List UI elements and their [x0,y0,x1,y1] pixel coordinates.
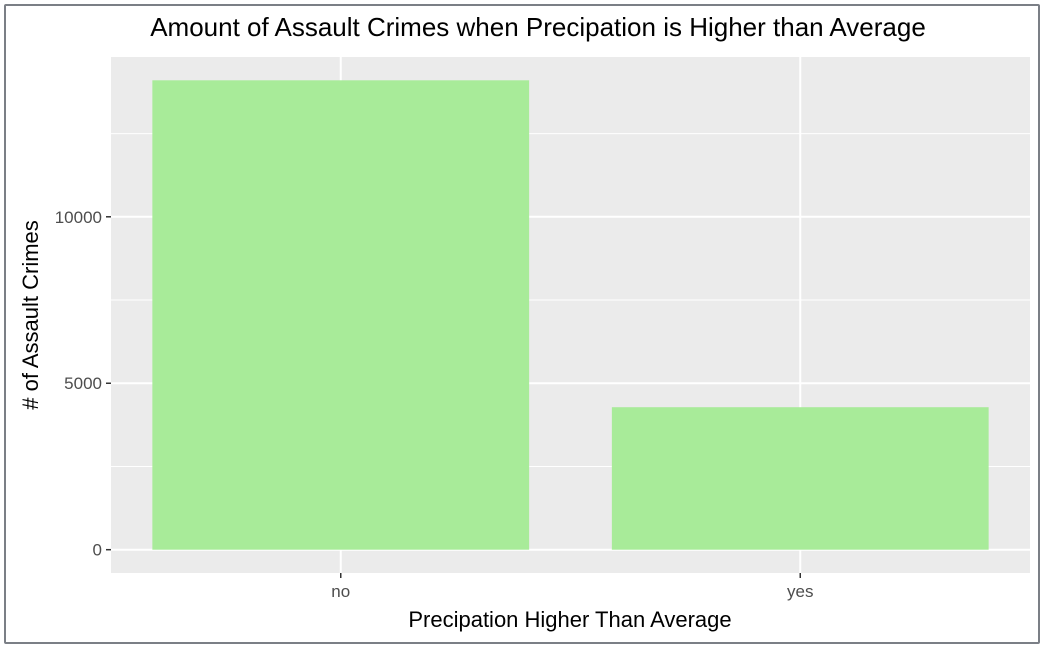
bar-yes [611,407,989,550]
bar-no [152,80,530,550]
y-axis-ticks: 0 5000 10000 [55,208,111,560]
x-axis-ticks: no yes [331,573,813,601]
chart-title: Amount of Assault Crimes when Precipatio… [150,12,926,42]
bars [152,80,989,550]
x-axis-label: Precipation Higher Than Average [408,607,731,632]
x-tick-label: yes [787,582,813,601]
x-tick-label: no [331,582,350,601]
y-tick-label: 5000 [64,374,102,393]
y-axis-label: # of Assault Crimes [18,220,43,410]
y-tick-label: 10000 [55,208,102,227]
y-tick-label: 0 [93,541,102,560]
